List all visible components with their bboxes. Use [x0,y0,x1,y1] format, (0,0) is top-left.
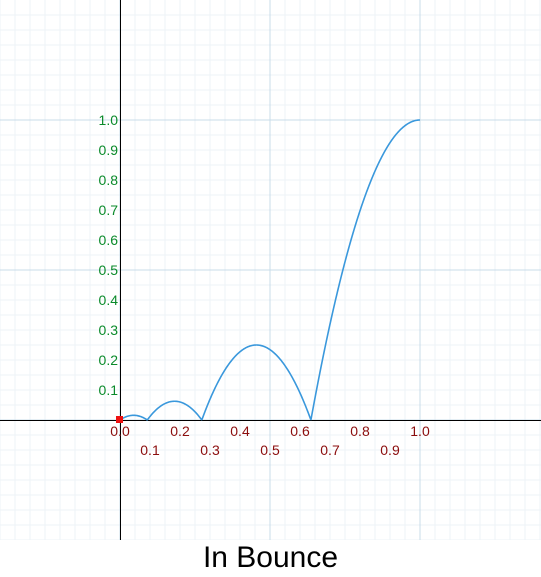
y-tick-label: 0.3 [99,322,119,338]
chart-caption: In Bounce [202,541,339,574]
bounce-chart: 0.0 0.1 0.2 0.3 0.4 0.5 0.6 0.7 0.8 0.9 1.0 0.1 0.2… [0,0,541,540]
x-tick-labels: 0.0 0.1 0.2 0.3 0.4 0.5 0.6 0.7 0.8 0.9 1.0 [110,423,430,458]
x-tick-label: 0.9 [380,442,400,458]
x-tick-label: 0.3 [200,442,220,458]
x-tick-label: 0.4 [230,423,250,439]
y-tick-label: 0.2 [99,352,119,368]
y-tick-label: 0.1 [99,382,119,398]
major-grid [0,0,541,540]
y-tick-label: 0.9 [99,142,119,158]
x-tick-label: 0.5 [260,442,280,458]
x-tick-label: 0.7 [320,442,340,458]
x-tick-label: 0.0 [110,423,130,439]
y-tick-label: 0.7 [99,202,119,218]
x-tick-label: 0.2 [170,423,190,439]
x-tick-label: 1.0 [410,423,430,439]
x-tick-label: 0.1 [140,442,160,458]
y-tick-label: 0.5 [99,262,119,278]
y-tick-label: 0.4 [99,292,119,308]
bounce-curve [119,119,421,421]
x-tick-label: 0.8 [350,423,370,439]
y-tick-label: 0.6 [99,232,119,248]
x-tick-label: 0.6 [290,423,310,439]
y-tick-labels: 0.1 0.2 0.3 0.4 0.5 0.6 0.7 0.8 0.9 1.0 [99,112,119,398]
y-tick-label: 0.8 [99,172,119,188]
y-tick-label: 1.0 [99,112,119,128]
origin-marker [116,416,123,423]
